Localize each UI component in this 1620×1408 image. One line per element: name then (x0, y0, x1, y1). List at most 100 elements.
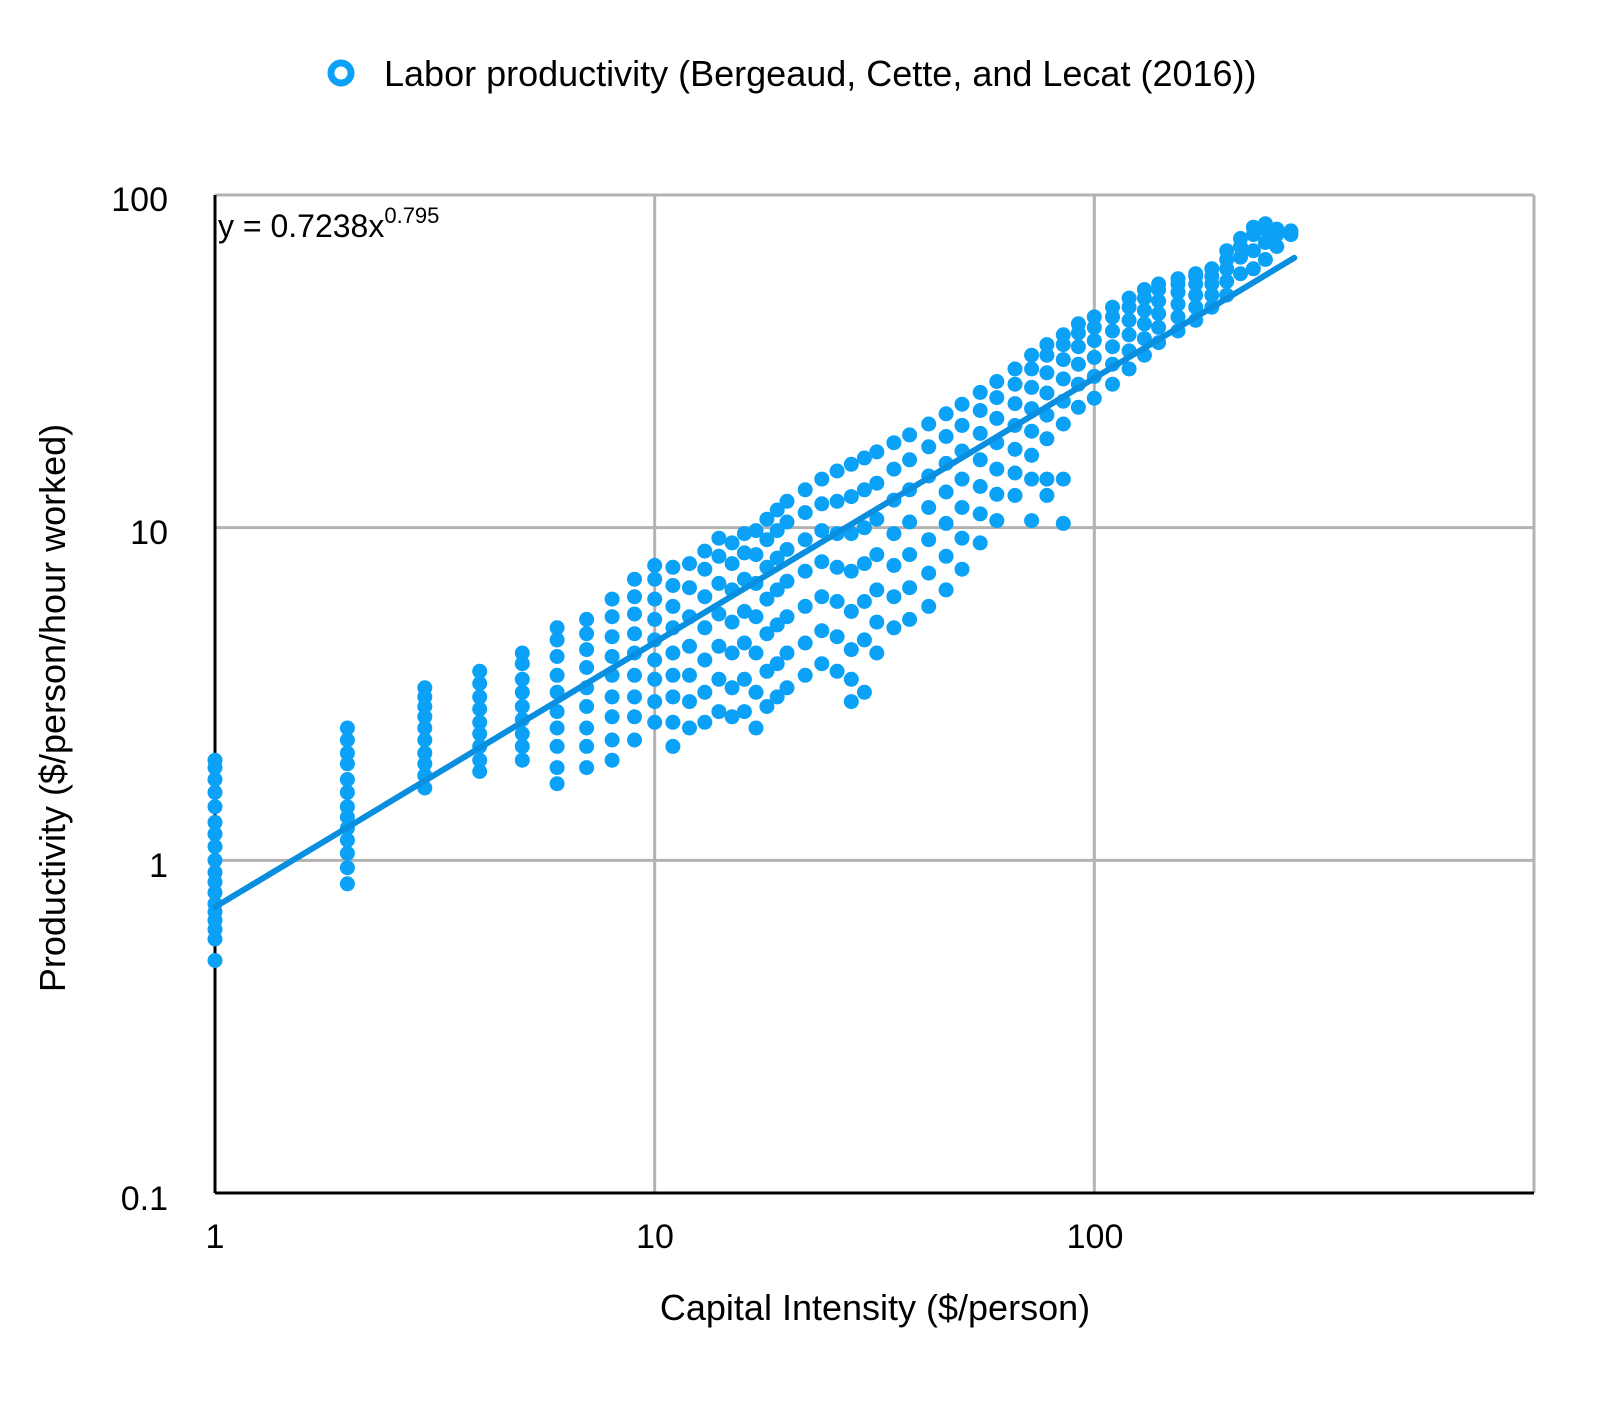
data-point (814, 589, 830, 605)
data-point (724, 556, 740, 572)
data-point (627, 709, 642, 725)
y-tick-labels: 100 10 1 0.1 (111, 181, 168, 1218)
data-point (514, 738, 530, 754)
data-point (549, 776, 565, 792)
trendline (212, 254, 1298, 911)
data-point (207, 772, 223, 787)
data-point (339, 876, 355, 892)
data-point (682, 556, 697, 572)
data-point (1039, 347, 1055, 363)
data-point (748, 547, 764, 563)
data-point (697, 620, 713, 636)
data-point (1269, 239, 1285, 254)
data-point (579, 699, 595, 714)
data-point (647, 557, 663, 573)
data-point (647, 714, 663, 730)
data-point (869, 547, 885, 563)
data-point (604, 689, 620, 705)
data-point (843, 489, 859, 505)
data-point (604, 709, 620, 725)
data-point (938, 429, 954, 444)
data-point (472, 701, 488, 717)
data-point (921, 439, 937, 455)
data-point (748, 684, 764, 700)
data-point (1070, 356, 1086, 372)
data-point (697, 561, 713, 577)
data-point (1070, 316, 1086, 332)
data-point (665, 667, 681, 683)
data-point (682, 694, 697, 710)
data-point (711, 606, 727, 622)
data-point (769, 523, 785, 539)
data-point (472, 764, 488, 779)
data-point (856, 556, 872, 572)
data-point (869, 645, 885, 661)
data-point (472, 714, 488, 730)
data-point (814, 554, 830, 570)
data-point (972, 425, 988, 441)
data-point (579, 738, 595, 754)
data-point (1086, 309, 1102, 325)
data-point (921, 565, 937, 581)
legend-label: Labor productivity (Bergeaud, Cette, and… (384, 53, 1257, 94)
data-point (779, 542, 795, 557)
data-point (989, 410, 1005, 426)
data-point (843, 563, 859, 579)
data-point (1039, 487, 1055, 503)
data-point (647, 694, 663, 710)
data-point (1219, 273, 1235, 289)
data-point (1151, 293, 1167, 309)
data-point (627, 606, 642, 622)
data-point (579, 660, 595, 675)
data-point (549, 738, 565, 754)
data-point (921, 500, 937, 515)
data-point (886, 620, 902, 636)
y-tick-label-0-1: 0.1 (121, 1180, 168, 1218)
y-tick-label-10: 10 (130, 514, 168, 552)
data-point (759, 626, 775, 642)
data-point (1170, 296, 1186, 312)
data-point (1007, 361, 1023, 377)
data-point (769, 582, 785, 598)
data-point (514, 671, 530, 687)
data-point (472, 752, 488, 768)
data-point (339, 860, 355, 876)
data-point (972, 452, 988, 468)
data-point (514, 726, 530, 742)
equation-exponent: 0.795 (384, 203, 439, 228)
data-point (579, 626, 595, 642)
y-tick-label-100: 100 (111, 181, 168, 219)
data-point (938, 406, 954, 422)
data-point (769, 502, 785, 518)
data-point (647, 671, 663, 687)
data-point (724, 614, 740, 630)
data-point (814, 471, 830, 487)
legend-marker-icon (327, 59, 355, 87)
data-point (856, 594, 872, 609)
data-point (417, 732, 433, 748)
data-point (339, 745, 355, 761)
data-point (1039, 385, 1055, 401)
data-point (759, 699, 775, 714)
data-point (339, 845, 355, 861)
data-point (1086, 349, 1102, 365)
data-point (472, 689, 488, 705)
x-axis-title: Capital Intensity ($/person) (660, 1287, 1090, 1328)
data-point (954, 417, 970, 433)
data-point (921, 598, 937, 614)
x-tick-labels: 1 10 100 (206, 1218, 1124, 1256)
x-tick-label-10: 10 (636, 1218, 674, 1256)
data-point (1121, 327, 1137, 343)
data-point (856, 632, 872, 648)
data-point (1219, 243, 1235, 259)
data-point (1170, 309, 1186, 325)
data-point (902, 580, 918, 596)
data-point (1121, 312, 1137, 328)
data-point (339, 784, 355, 800)
data-point (665, 559, 681, 575)
data-point (748, 523, 764, 539)
data-point (417, 720, 433, 736)
data-point (1245, 219, 1261, 235)
data-point (769, 656, 785, 672)
data-point (814, 496, 830, 512)
